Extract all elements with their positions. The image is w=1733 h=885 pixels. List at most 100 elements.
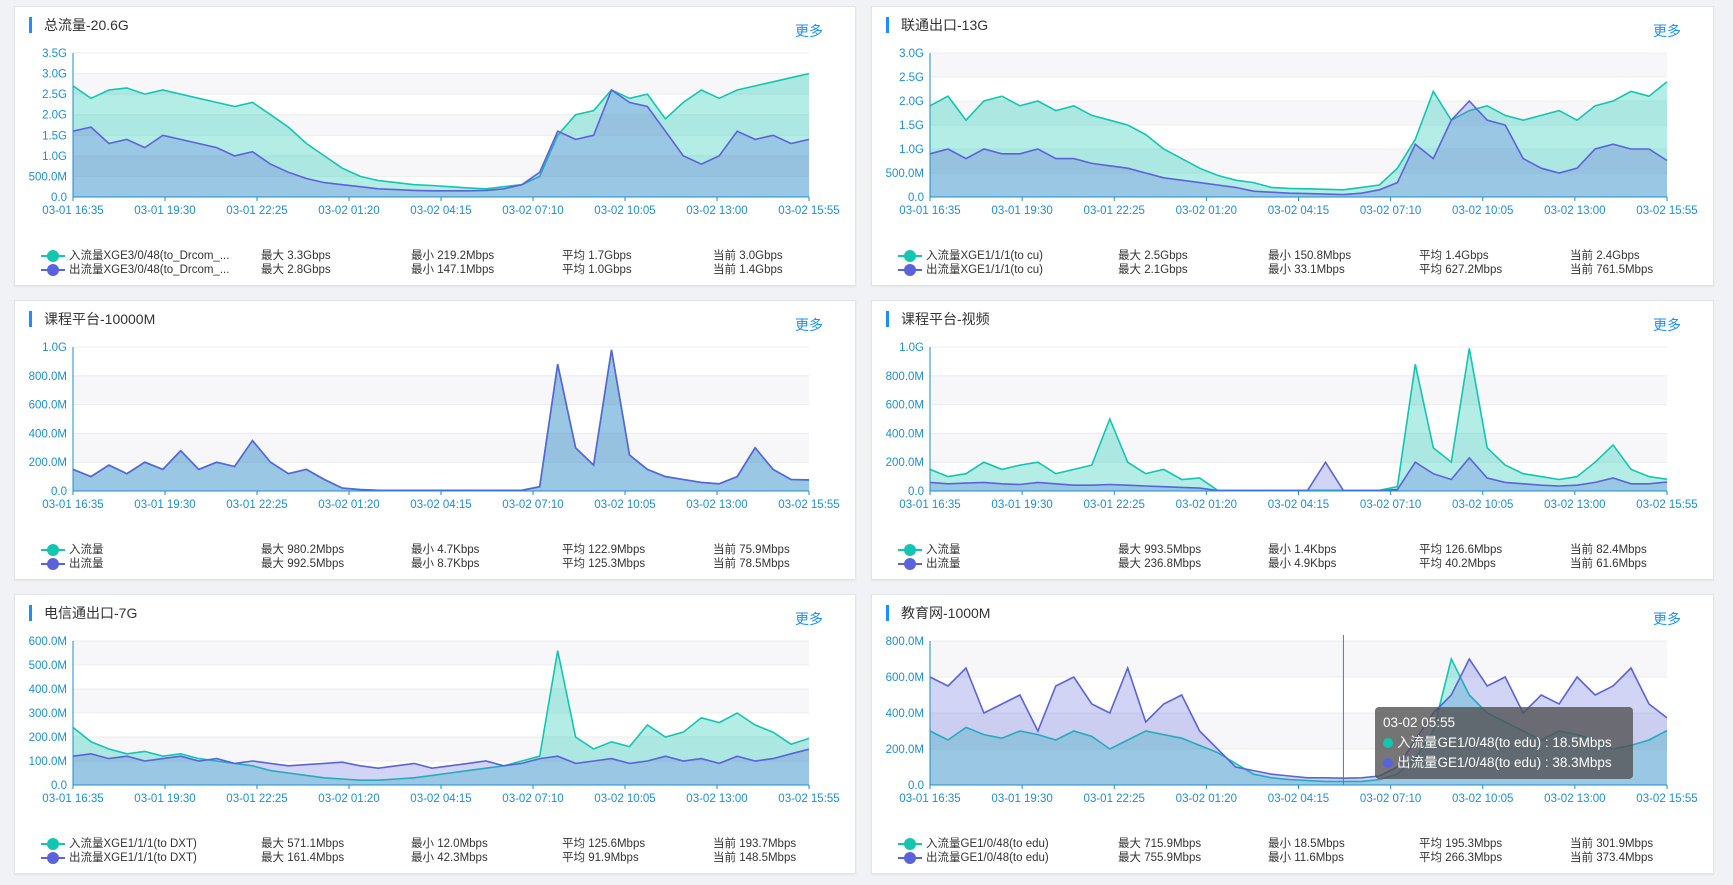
y-tick-label: 3.0G [899,48,924,60]
y-tick-label: 0.0 [51,780,67,792]
x-tick-label: 03-01 19:30 [134,499,195,511]
legend-in-cur: 当前 75.9Mbps [713,544,790,556]
series-line[interactable] [72,349,810,492]
x-tick-label: 03-02 10:05 [594,793,655,805]
legend-out-avg: 平均 91.9Mbps [562,852,639,864]
more-link[interactable]: 更多 [795,611,823,627]
legend-out-min: 最小 4.9Kbps [1268,558,1337,570]
legend-in-marker-icon [41,250,65,262]
x-tick-label: 03-02 15:55 [1636,205,1697,217]
legend-in-name: 入流量XGE1/1/1(to DXT) [69,838,197,850]
y-tick-label: 800.0M [29,371,67,383]
x-tick-label: 03-02 15:55 [778,793,839,805]
series-line[interactable] [72,650,810,781]
traffic-chart[interactable]: 0.0 500.0M 1.0G 1.5G 2.0G 2.5G 3.0G 03-01 16:35… [872,7,1715,287]
legend-in-name: 入流量XGE1/1/1(to cu) [926,250,1043,262]
x-tick-label: 03-02 07:10 [1360,793,1421,805]
x-tick-label: 03-02 10:05 [1452,499,1513,511]
legend-in-name: 入流量 [69,544,104,556]
series-line[interactable] [72,748,810,770]
y-tick-label: 400.0M [29,428,67,440]
y-tick-label: 0.0 [908,780,924,792]
legend-in-cur: 当前 301.9Mbps [1570,838,1654,850]
tooltip-out-value: 出流量GE1/0/48(to edu) : 38.3Mbps [1397,755,1612,770]
x-tick-label: 03-02 01:20 [318,499,379,511]
y-tick-label: 100.0M [29,756,67,768]
y-tick-label: 1.5G [42,130,67,142]
legend-out-max: 最大 992.5Mbps [261,558,345,570]
x-tick-label: 03-01 19:30 [991,205,1052,217]
y-tick-label: 0.0 [908,486,924,498]
legend-out-marker-icon [41,264,65,276]
x-tick-label: 03-02 13:00 [686,499,747,511]
x-tick-label: 03-02 13:00 [686,205,747,217]
x-tick-label: 03-02 01:20 [318,205,379,217]
y-tick-label: 0.0 [51,486,67,498]
grid-band [930,433,1667,463]
series-area [930,348,1667,491]
x-tick-label: 03-02 04:15 [410,205,471,217]
legend-out-avg: 平均 1.0Gbps [562,264,632,276]
series-line[interactable] [72,88,810,192]
legend-out-marker-icon [898,852,922,864]
traffic-chart[interactable]: 0.0 500.0M 1.0G 1.5G 2.0G 2.5G 3.0G 3.5G 03-01 1… [15,7,857,287]
y-tick-label: 2.0G [42,110,67,122]
legend-out-cur: 当前 373.4Mbps [1570,852,1654,864]
legend-in-max: 最大 715.9Mbps [1118,838,1202,850]
legend-in-max: 最大 2.5Gbps [1118,250,1188,262]
series-line[interactable] [72,72,810,190]
grid-band [73,689,809,713]
x-tick-label: 03-01 22:25 [1084,499,1145,511]
series-area [73,73,809,197]
legend-out-max: 最大 2.8Gbps [261,264,331,276]
legend-out-name: 出流量XGE3/0/48(to_Drcom_... [69,264,230,276]
series-line[interactable] [929,81,1668,191]
legend-out-max: 最大 161.4Mbps [261,852,345,864]
more-link[interactable]: 更多 [1653,23,1681,39]
legend-out-avg: 平均 627.2Mbps [1419,264,1503,276]
grid-band [73,73,809,95]
x-tick-label: 03-01 22:25 [1084,205,1145,217]
y-tick-label: 200.0M [886,457,924,469]
legend-out-cur: 当前 61.6Mbps [1570,558,1647,570]
traffic-chart[interactable]: 0.0 200.0M 400.0M 600.0M 800.0M 1.0G 03-01 16:… [872,301,1715,581]
x-tick-label: 03-02 01:20 [1176,499,1237,511]
legend-in-avg: 平均 122.9Mbps [562,544,646,556]
series-area [73,90,809,197]
x-tick-label: 03-01 16:35 [899,205,960,217]
x-tick-label: 03-02 04:15 [410,793,471,805]
more-link[interactable]: 更多 [1653,611,1681,627]
series-area [73,650,809,785]
y-tick-label: 3.0G [42,69,67,81]
x-tick-label: 03-02 13:00 [686,793,747,805]
legend-out-avg: 平均 125.3Mbps [562,558,646,570]
series-line[interactable] [929,657,1668,780]
legend-in-cur: 当前 3.0Gbps [713,250,783,262]
legend-out-marker-icon [898,264,922,276]
traffic-chart[interactable]: 0.0 200.0M 400.0M 600.0M 800.0M 1.0G 03-01 16:… [15,301,857,581]
legend-out-cur: 当前 148.5Mbps [713,852,797,864]
traffic-chart[interactable]: 0.0 100.0M 200.0M 300.0M 400.0M 500.0M 600.0M 0… [15,595,857,875]
x-tick-label: 03-01 19:30 [991,793,1052,805]
legend-out-cur: 当前 1.4Gbps [713,264,783,276]
legend-out-avg: 平均 40.2Mbps [1419,558,1496,570]
legend-out-name: 出流量XGE1/1/1(to DXT) [69,852,197,864]
x-tick-label: 03-02 10:05 [1452,205,1513,217]
y-tick-label: 400.0M [886,708,924,720]
tooltip-in-row: 入流量GE1/0/48(to edu) : 18.5Mbps [1383,733,1625,753]
x-tick-label: 03-01 19:30 [134,793,195,805]
y-tick-label: 500.0M [886,168,924,180]
more-link[interactable]: 更多 [795,23,823,39]
legend-in-avg: 平均 1.7Gbps [562,250,632,262]
y-tick-label: 400.0M [886,428,924,440]
legend-in-max: 最大 980.2Mbps [261,544,345,556]
grid-band [73,433,809,463]
more-link[interactable]: 更多 [1653,317,1681,333]
legend-out-cur: 当前 761.5Mbps [1570,264,1654,276]
x-tick-label: 03-02 07:10 [502,205,563,217]
more-link[interactable]: 更多 [795,317,823,333]
legend-in-max: 最大 571.1Mbps [261,838,345,850]
x-tick-label: 03-02 13:00 [1544,793,1605,805]
series-line[interactable] [929,99,1668,196]
legend-in-name: 入流量 [926,544,961,556]
